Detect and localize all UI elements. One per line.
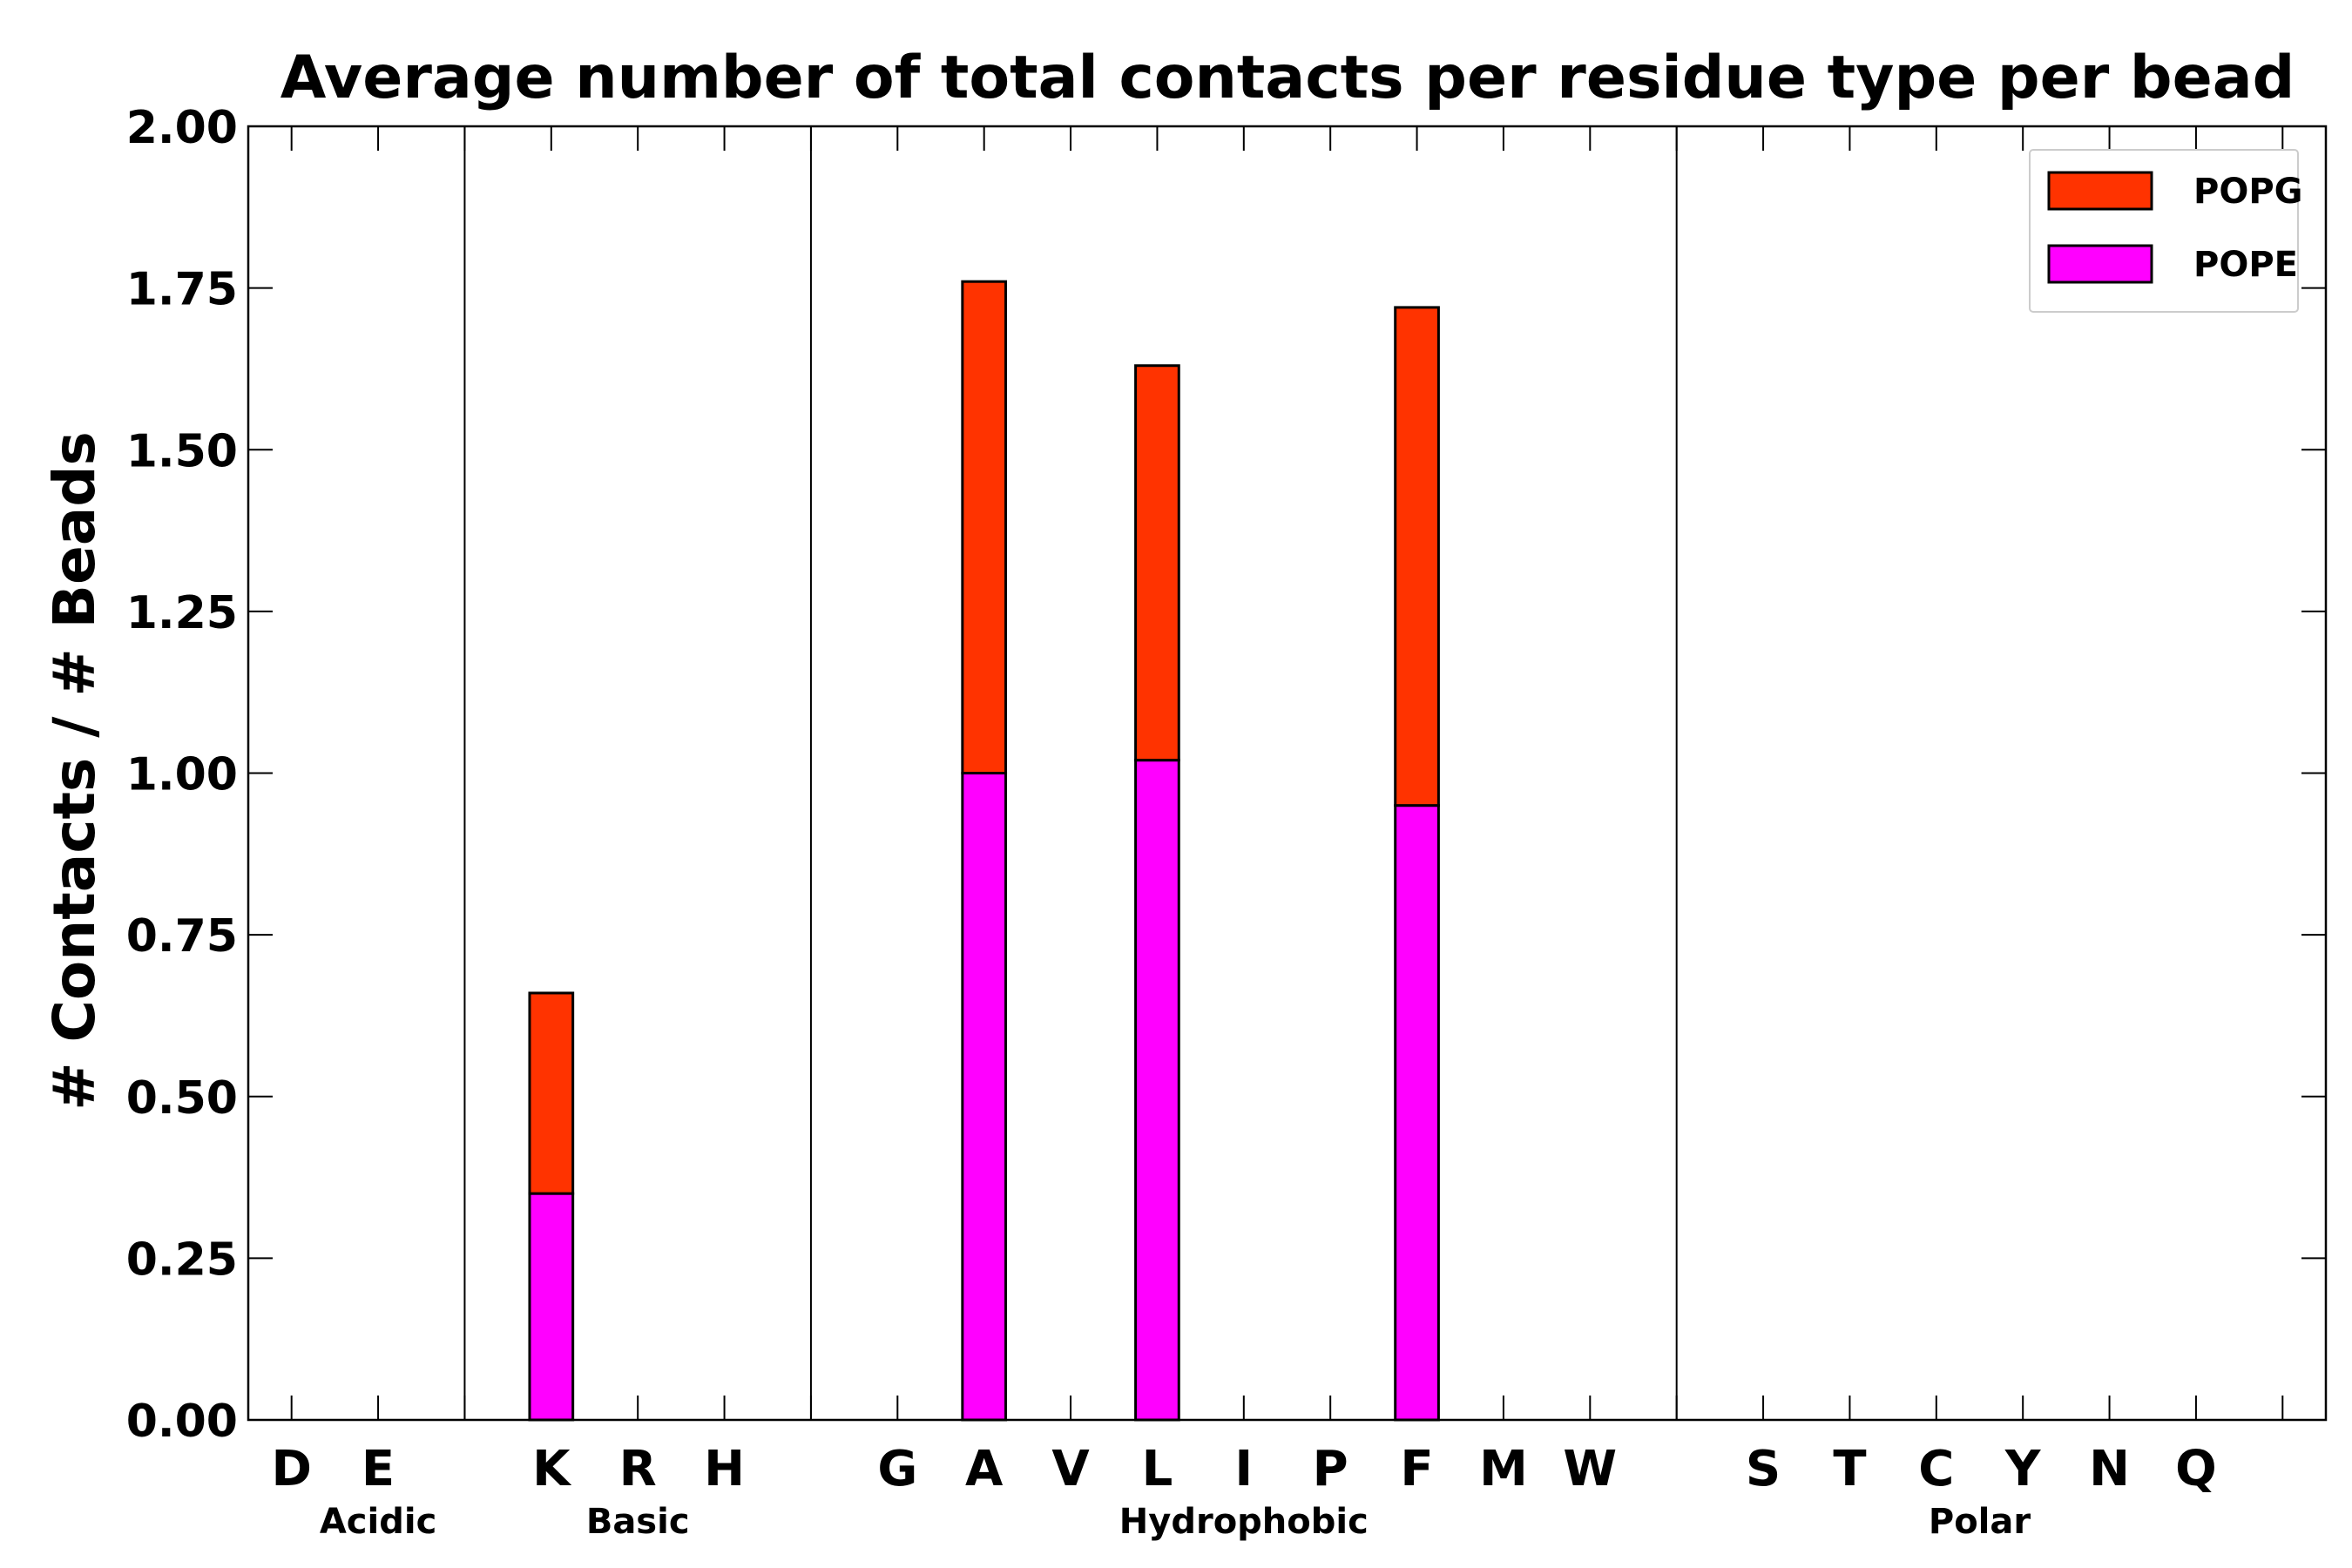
y-tick-label: 2.00 (126, 102, 238, 154)
group-label: Polar (1929, 1502, 2031, 1542)
x-tick-label: A (965, 1441, 1004, 1497)
bar-pope (528, 1192, 575, 1422)
x-tick-label: C (1918, 1441, 1954, 1497)
x-tick-label: P (1313, 1441, 1348, 1497)
chart-title: Average number of total contacts per res… (280, 44, 2295, 112)
x-tick-label: H (704, 1441, 745, 1497)
x-tick-label: F (1400, 1441, 1433, 1497)
legend-label-popg: POPG (2193, 172, 2302, 212)
bar-pope (1134, 759, 1180, 1422)
legend-label-pope: POPE (2193, 245, 2298, 285)
bar-popg (961, 280, 1008, 774)
x-tick-label: R (619, 1441, 657, 1497)
x-tick-label: V (1051, 1441, 1090, 1497)
x-tick-label: N (2089, 1441, 2130, 1497)
legend-swatch-pope (2047, 244, 2153, 284)
y-axis-label: # Contacts / # Beads (41, 431, 108, 1111)
x-tick-label: L (1142, 1441, 1173, 1497)
x-tick-label: Y (2004, 1441, 2042, 1497)
x-tick-label: I (1234, 1441, 1253, 1497)
plot-area: 0.00 0.25 0.50 0.75 1.00 1.25 1.50 1.75 2.00 D E K R… (126, 102, 2328, 1542)
bar-popg (528, 991, 575, 1195)
x-tick-label: W (1563, 1441, 1617, 1497)
y-tick-label: 0.50 (126, 1072, 238, 1125)
y-tick-label: 0.25 (126, 1233, 238, 1286)
y-tick-label: 1.50 (126, 425, 238, 477)
x-tick-label: Q (2175, 1441, 2217, 1497)
y-tick-label: 1.75 (126, 264, 238, 316)
y-tick-label: 1.00 (126, 749, 238, 801)
x-tick-label: M (1479, 1441, 1528, 1497)
y-tick-label: 0.00 (126, 1396, 238, 1448)
y-tick-label: 1.25 (126, 587, 238, 639)
x-tick-label: E (362, 1441, 395, 1497)
x-tick-label: K (532, 1441, 572, 1497)
legend-swatch-popg (2047, 171, 2153, 211)
y-tick-label: 0.75 (126, 910, 238, 963)
x-tick-label: G (877, 1441, 917, 1497)
bar-pope (1394, 804, 1440, 1422)
x-tick-label: D (271, 1441, 311, 1497)
bar-pope (961, 772, 1008, 1422)
group-label: Acidic (320, 1502, 436, 1542)
bar-popg (1394, 306, 1440, 808)
group-label: Hydrophobic (1119, 1502, 1369, 1542)
x-tick-label: S (1746, 1441, 1781, 1497)
bar-popg (1134, 364, 1180, 762)
group-label: Basic (586, 1502, 690, 1542)
x-tick-label: T (1833, 1441, 1866, 1497)
